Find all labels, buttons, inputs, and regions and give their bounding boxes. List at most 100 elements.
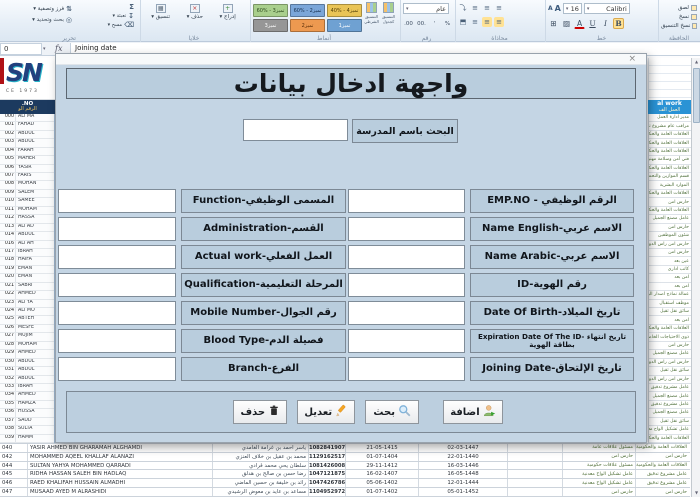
table-row[interactable]: حارس امن xyxy=(649,249,691,258)
table-row[interactable]: 025 ABTEH xyxy=(0,316,54,325)
table-row[interactable]: مدير ادارة العمل xyxy=(649,114,691,123)
table-row[interactable]: حارس امن xyxy=(649,224,691,233)
clipboard-item[interactable]: لصق xyxy=(659,3,699,12)
number-format-button[interactable]: % xyxy=(444,20,451,27)
cell-style-chip[interactable]: 40% - تميز4 xyxy=(327,4,362,17)
table-row[interactable]: عامل مصنع الجميل xyxy=(649,409,691,418)
italic-button[interactable]: I xyxy=(604,19,607,28)
table-row[interactable]: 045 RIDHA HASSAN SALEH BIN HADLAQ رضا حسن … xyxy=(0,470,690,480)
table-row[interactable]: 035 HAMZA xyxy=(0,400,54,410)
table-row[interactable]: شئون الموظفين xyxy=(649,232,691,241)
font-color-button[interactable]: A xyxy=(574,18,585,29)
editing-button[interactable]: ⌫ مسح ▾ xyxy=(107,21,134,29)
table-row[interactable]: 021 SABRI xyxy=(0,282,54,292)
table-row[interactable]: الموارد البشرية xyxy=(649,181,691,190)
align-middle-icon[interactable]: ≡ xyxy=(484,3,490,12)
fill-color-button[interactable]: ▨ xyxy=(562,19,571,28)
table-row[interactable]: كاتب اداري xyxy=(649,266,691,275)
table-row[interactable]: حارس امن xyxy=(649,342,691,351)
number-format-button[interactable]: .00 xyxy=(417,20,426,27)
table-row[interactable]: 034 AHMED xyxy=(0,392,54,401)
cell-style-chip[interactable]: تميز3 xyxy=(253,19,288,32)
grow-font-icon[interactable]: A xyxy=(554,4,561,13)
table-row[interactable]: 013 ALI AD xyxy=(0,223,54,233)
font-size-dropdown[interactable]: 16 ▾ xyxy=(562,3,582,14)
table-row[interactable]: 008 MOHAN xyxy=(0,181,54,190)
table-row[interactable]: 012 HASSA xyxy=(0,215,54,224)
align-bottom-icon[interactable]: ≡ xyxy=(472,3,478,12)
field-input[interactable] xyxy=(348,273,465,297)
table-row[interactable]: عامل مصنع الجميل xyxy=(649,215,691,224)
table-row[interactable]: 007 FARIS xyxy=(0,173,54,182)
editing-button[interactable]: ⇅ فرز وتصفية ▾ xyxy=(33,5,72,13)
orientation-icon[interactable]: ⤵ xyxy=(459,3,467,12)
style-gallery-button[interactable]: التنسيق كجدول xyxy=(381,2,396,24)
clipboard-item[interactable]: نسخ التنسيق xyxy=(659,21,699,30)
field-input[interactable] xyxy=(348,357,465,381)
table-row[interactable]: 038 SULTA xyxy=(0,426,54,435)
table-row[interactable]: 020 EMAN xyxy=(0,274,54,283)
table-row[interactable]: العلاقات العامة والحكومية xyxy=(649,190,691,199)
table-row[interactable]: 039 HAMM xyxy=(0,434,54,443)
table-row[interactable]: 037 SAUD xyxy=(0,417,54,427)
table-row[interactable]: 016 ALI AH xyxy=(0,240,54,249)
style-gallery-button[interactable]: التنسيق الشرطي xyxy=(364,2,379,24)
field-input[interactable] xyxy=(58,301,176,325)
align-top-icon[interactable]: ≡ xyxy=(496,3,502,12)
table-row[interactable]: العلاقات العامة والحكومية xyxy=(649,148,691,157)
table-row[interactable]: حارس امن راس الدورة xyxy=(649,241,691,249)
table-row[interactable]: 036 HUSSA xyxy=(0,409,54,418)
table-row[interactable]: 009 SALEM xyxy=(0,189,54,199)
table-row[interactable]: عامل مصنع الجميل xyxy=(649,350,691,359)
table-row[interactable]: 003 ABDUL xyxy=(0,139,54,148)
table-row[interactable]: 046 RAED KHALIFAH HUSSAIN ALMADHI رائد بن … xyxy=(0,479,690,489)
table-row[interactable]: 004 FARAH xyxy=(0,147,54,157)
font-name-dropdown[interactable]: Calibri ▾ xyxy=(583,3,630,14)
table-row[interactable]: 026 MESFE xyxy=(0,324,54,334)
field-input[interactable] xyxy=(58,245,176,269)
table-row[interactable]: 022 AHMED xyxy=(0,291,54,300)
table-row[interactable]: عمالة نماذج اصدار البطاقات xyxy=(649,291,691,300)
table-row[interactable]: عامل مشروع تدقيق xyxy=(649,401,691,410)
table-row[interactable]: 040 YASIR AHMED BIN GHARAMAH ALGHAMDI ياسر… xyxy=(0,444,690,453)
editing-button[interactable]: ◎ بحث وتحديد ▾ xyxy=(32,16,72,24)
field-input[interactable] xyxy=(348,329,465,353)
table-row[interactable]: مراقب عام مشروع تدقيق xyxy=(649,122,691,131)
field-input[interactable] xyxy=(348,189,465,213)
table-row[interactable]: سائق نقل ثقيل xyxy=(649,367,691,376)
table-row[interactable]: 011 MOHAM xyxy=(0,206,54,216)
cells-button[interactable]: ▦ تنسيق ▾ xyxy=(151,4,171,20)
close-icon[interactable]: × xyxy=(628,54,636,64)
table-row[interactable]: 010 SAMEE xyxy=(0,198,54,207)
table-row[interactable]: 006 YASIR xyxy=(0,164,54,174)
cell-style-chip[interactable]: تميز2 xyxy=(290,19,325,32)
field-input[interactable] xyxy=(58,329,176,353)
table-row[interactable]: العلاقات العامة والحكومية xyxy=(649,325,691,334)
table-row[interactable]: العلاقات العامة والحكومية xyxy=(649,207,691,216)
table-row[interactable]: 042 MOHAMMED AQEEL KHALLAF ALANAZI محمد بن… xyxy=(0,452,690,462)
formula-input[interactable]: Joining date xyxy=(70,43,700,55)
table-row[interactable]: عامل مشروع تدقيق xyxy=(649,384,691,393)
table-row[interactable]: 032 ABDUL xyxy=(0,375,54,384)
table-row[interactable]: 017 IBRAH xyxy=(0,248,54,258)
table-row[interactable]: العلاقات العامة والحكومية xyxy=(649,139,691,148)
table-row[interactable]: 027 MUJIM xyxy=(0,333,54,342)
vertical-scrollbar[interactable]: ▲ ▼ xyxy=(691,58,700,497)
table-row[interactable]: 000 ALI MA xyxy=(0,114,54,123)
number-format-button[interactable]: ٬ xyxy=(433,20,436,27)
column-header-empno[interactable]: .NO الرقم الو xyxy=(0,100,55,114)
field-input[interactable] xyxy=(58,217,176,241)
table-row[interactable]: العلاقات العامة والحكومية xyxy=(649,131,691,140)
table-row[interactable]: 029 AHMED xyxy=(0,350,54,359)
shrink-font-icon[interactable]: A xyxy=(548,5,553,12)
scroll-down-icon[interactable]: ▼ xyxy=(694,490,699,495)
table-row[interactable]: 047 MUSAAD AYED M ALRASHIDI مساعد بن عايد … xyxy=(0,488,690,497)
table-row[interactable]: حارس امن راس الدورة xyxy=(649,376,691,384)
field-input[interactable] xyxy=(348,245,465,269)
merge-center-icon[interactable]: ⬒ xyxy=(459,17,467,26)
field-input[interactable] xyxy=(58,357,176,381)
search-button[interactable]: بحث xyxy=(365,400,420,424)
table-row[interactable]: العلاقات العامة والحكومية xyxy=(649,165,691,174)
delete-button[interactable]: حذف xyxy=(233,400,288,424)
table-row[interactable]: 044 SULTAN YAHYA MOHAMMED QARRADI سلطان يح… xyxy=(0,461,690,471)
